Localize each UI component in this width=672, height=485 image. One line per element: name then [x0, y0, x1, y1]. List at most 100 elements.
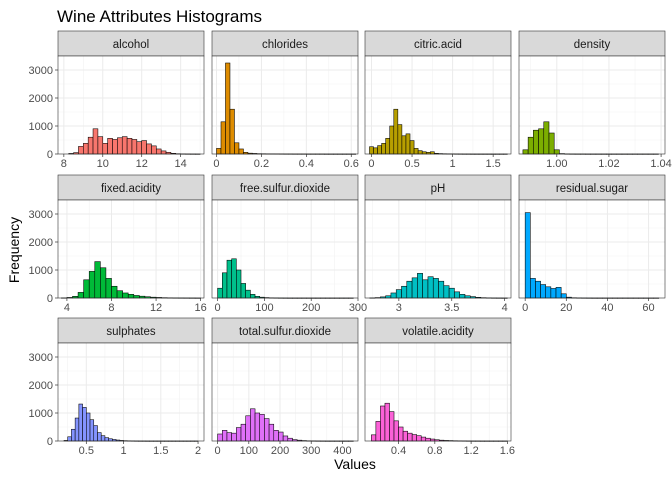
facet-strip-label: volatile.acidity [402, 326, 474, 338]
histogram-bar [385, 403, 390, 441]
x-tick-label: 0.5 [79, 445, 94, 457]
histogram-bar [528, 137, 533, 154]
x-tick-label: 200 [302, 302, 320, 314]
histogram-bar [386, 296, 391, 298]
histogram-bar [551, 288, 556, 298]
histogram-bar [132, 139, 137, 154]
facet-strip-label: free.sulfur.dioxide [240, 183, 330, 195]
histogram-bar [449, 288, 454, 298]
histogram-bar [430, 152, 434, 154]
histogram-bar [232, 433, 237, 441]
x-tick-label: 100 [255, 302, 273, 314]
histogram-bar [101, 436, 105, 441]
y-tick-label: 1000 [29, 121, 53, 133]
histogram-bar [402, 136, 406, 154]
histogram-bar [147, 144, 152, 154]
histogram-bar [423, 280, 428, 298]
histogram-bar [525, 213, 530, 298]
histogram-bar [79, 404, 83, 441]
histogram-bar [156, 149, 161, 154]
y-tick-label: 2000 [29, 237, 53, 249]
histogram-bar [380, 406, 385, 441]
histogram-bar [376, 421, 381, 441]
facet-strip-label: alcohol [113, 39, 149, 51]
x-tick-label: 1.2 [463, 445, 478, 457]
histogram-bar [78, 146, 83, 154]
histogram-bar [539, 129, 544, 154]
histogram-bar [137, 142, 142, 154]
facet-strip-label: density [574, 39, 611, 51]
histogram-bar [68, 437, 72, 441]
histogram-bar [142, 141, 147, 154]
x-tick-label: 3 [396, 302, 402, 314]
x-tick-label: 4 [64, 302, 70, 314]
histogram-bar [239, 149, 243, 154]
histogram-bar [122, 137, 127, 154]
y-tick-label: 3000 [29, 352, 53, 364]
histogram-bar [127, 138, 132, 154]
histogram-bar [382, 143, 386, 154]
x-tick-label: 60 [642, 302, 654, 314]
x-tick-label: 1 [450, 158, 456, 170]
x-tick-label: 1.5 [486, 158, 501, 170]
x-tick-label: 100 [240, 445, 258, 457]
histogram-bar [561, 294, 566, 298]
histogram-bar [84, 280, 90, 298]
histogram-bar [412, 435, 417, 441]
x-tick-label: 12 [150, 302, 162, 314]
x-tick-label: 16 [195, 302, 207, 314]
histogram-bar [269, 424, 274, 441]
histogram-bar [86, 413, 90, 441]
y-tick-label: 0 [47, 436, 53, 448]
histogram-bar [241, 283, 246, 298]
histogram-bar [89, 271, 95, 298]
histogram-bar [398, 125, 402, 154]
histogram-bar [250, 294, 255, 298]
histogram-bar [288, 438, 293, 441]
histogram-bar [83, 407, 87, 441]
x-tick-label: 0.6 [344, 158, 359, 170]
histogram-bar [426, 438, 431, 441]
x-tick-label: 0.5 [404, 158, 419, 170]
x-tick-label: 0 [215, 445, 221, 457]
histogram-bar [394, 109, 398, 154]
x-tick-label: 0 [213, 158, 219, 170]
histogram-bar [408, 433, 413, 441]
x-tick-label: 0.4 [391, 445, 406, 457]
x-tick-label: 1 [120, 445, 126, 457]
histogram-bar [151, 146, 156, 154]
facet-strip-label: sulphates [106, 326, 155, 338]
histogram-bar [414, 148, 418, 154]
x-tick-label: 14 [175, 158, 187, 170]
histogram-bar [403, 431, 408, 441]
y-tick-label: 1000 [29, 408, 53, 420]
histogram-bar [428, 277, 433, 298]
x-tick-label: 8 [108, 302, 114, 314]
histogram-bar [246, 416, 251, 441]
x-tick-label: 0.2 [254, 158, 269, 170]
x-tick-label: 1.04 [650, 158, 671, 170]
histogram-bar [371, 435, 376, 441]
histogram-bar [108, 138, 113, 154]
histogram-bar [544, 122, 549, 154]
histogram-bar [391, 293, 396, 298]
x-tick-label: 1.5 [153, 445, 168, 457]
x-axis-label: Values [334, 456, 376, 472]
histogram-bar [93, 129, 98, 154]
histogram-bar [227, 433, 232, 441]
histogram-bar [418, 151, 422, 154]
histogram-bar [386, 138, 390, 154]
histogram-bar [530, 278, 535, 298]
x-tick-label: 20 [560, 302, 572, 314]
histogram-bar [421, 437, 426, 441]
histogram-bar [109, 439, 113, 441]
histogram-bar [128, 294, 134, 298]
y-tick-label: 0 [47, 149, 53, 161]
histogram-bar [100, 268, 106, 298]
